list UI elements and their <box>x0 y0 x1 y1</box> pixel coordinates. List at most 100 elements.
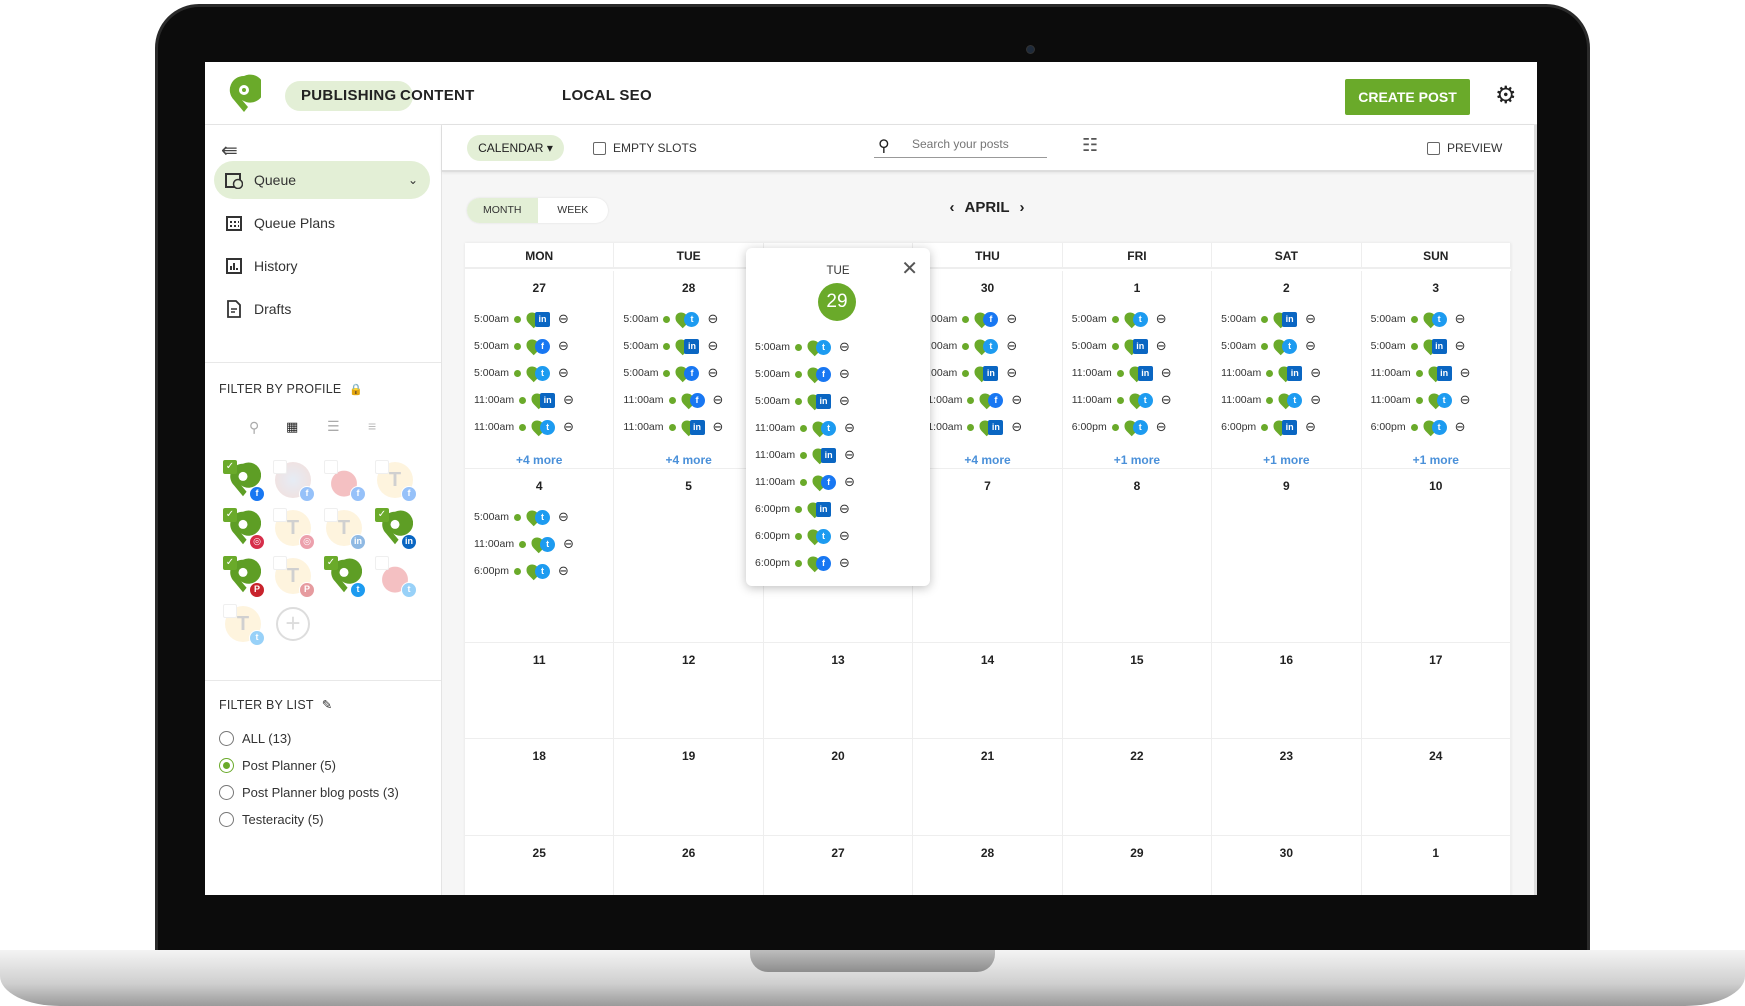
link-icon[interactable]: ⊖ <box>1006 365 1018 380</box>
link-icon[interactable]: ⊖ <box>1155 311 1167 326</box>
post-item[interactable]: 11:00am f ⊖ <box>623 390 723 410</box>
preview-checkbox[interactable]: PREVIEW <box>1427 141 1502 155</box>
post-item[interactable]: 5:00am f ⊖ <box>755 364 850 384</box>
link-icon[interactable]: ⊖ <box>1305 311 1317 326</box>
radio-button[interactable] <box>219 731 234 746</box>
more-posts-link[interactable]: +4 more <box>665 453 712 467</box>
calendar-day-cell[interactable]: 18 <box>465 739 615 836</box>
calendar-day-cell[interactable]: 5 <box>614 469 764 643</box>
post-item[interactable]: 5:00am f ⊖ <box>623 363 718 383</box>
sidebar-item-history[interactable]: History <box>214 247 430 285</box>
link-icon[interactable]: ⊖ <box>1454 311 1466 326</box>
post-item[interactable]: 11:00am f ⊖ <box>755 472 855 492</box>
post-item[interactable]: 11:00am t ⊖ <box>1371 390 1471 410</box>
link-icon[interactable]: ⊖ <box>1459 392 1471 407</box>
post-item[interactable]: 11:00am in ⊖ <box>474 390 574 410</box>
post-item[interactable]: 5:00am f ⊖ <box>474 336 569 356</box>
link-icon[interactable]: ⊖ <box>839 339 850 354</box>
calendar-day-cell[interactable]: 19 <box>614 739 764 836</box>
profile-checkbox[interactable]: ✓ <box>324 556 338 570</box>
profile-checkbox[interactable]: ✓ <box>223 508 237 522</box>
link-icon[interactable]: ⊖ <box>1011 392 1023 407</box>
link-icon[interactable]: ⊖ <box>712 419 724 434</box>
checkbox[interactable] <box>1427 141 1440 155</box>
profile-checkbox[interactable]: ✓ <box>223 460 237 474</box>
link-icon[interactable]: ⊖ <box>1454 338 1466 353</box>
post-item[interactable]: 6:00pm t ⊖ <box>474 561 569 581</box>
post-item[interactable]: 5:00am in ⊖ <box>1371 336 1466 356</box>
calendar-day-cell[interactable]: 20 <box>763 739 914 836</box>
profile-avatar[interactable]: ✓ t <box>324 556 366 598</box>
profile-avatar[interactable]: ✓ ◎ <box>223 508 265 550</box>
link-icon[interactable]: ⊖ <box>1006 338 1018 353</box>
more-posts-link[interactable]: +1 more <box>1113 453 1161 467</box>
calendar-day-cell[interactable]: 11 <box>465 643 615 739</box>
calendar-day-cell[interactable]: 28 5:00am t ⊖ 5:00am in ⊖ 5:00am f ⊖ 11:00am f ⊖ 11:0… <box>614 271 764 469</box>
profile-checkbox[interactable] <box>324 508 338 522</box>
profile-avatar[interactable]: f <box>324 460 366 502</box>
post-item[interactable]: 5:00am t ⊖ <box>1221 336 1316 356</box>
link-icon[interactable]: ⊖ <box>839 366 850 381</box>
view-dropdown[interactable]: CALENDAR ▾ <box>467 135 564 161</box>
calendar-day-cell[interactable]: 22 <box>1062 739 1213 836</box>
link-icon[interactable]: ⊖ <box>1310 365 1322 380</box>
post-item[interactable]: 11:00am in ⊖ <box>623 417 724 437</box>
grid-view-icon[interactable]: ▦ <box>286 419 299 434</box>
post-item[interactable]: 5:00am f ⊖ <box>922 309 1017 329</box>
chevron-left-icon[interactable]: ‹ <box>949 199 955 216</box>
pencil-icon[interactable]: ✎ <box>321 698 333 712</box>
calendar-day-cell[interactable]: 10 <box>1361 469 1511 643</box>
tab-publishing[interactable]: PUBLISHING <box>285 81 413 111</box>
post-item[interactable]: 5:00am t ⊖ <box>1072 309 1167 329</box>
profile-checkbox[interactable] <box>324 460 338 474</box>
scrollbar[interactable] <box>1534 125 1537 895</box>
calendar-day-cell[interactable]: 27 <box>764 836 914 895</box>
link-icon[interactable]: ⊖ <box>1459 365 1471 380</box>
profile-checkbox[interactable] <box>273 460 287 474</box>
calendar-day-cell[interactable]: 7 <box>913 469 1063 643</box>
more-posts-link[interactable]: +1 more <box>1263 453 1310 467</box>
link-icon[interactable]: ⊖ <box>839 528 850 543</box>
list-radio[interactable]: ALL (13) <box>219 731 291 746</box>
link-icon[interactable]: ⊖ <box>1160 365 1172 380</box>
link-icon[interactable]: ⊖ <box>563 419 574 434</box>
post-item[interactable]: 11:00am t ⊖ <box>474 417 574 437</box>
link-icon[interactable]: ⊖ <box>558 563 569 578</box>
sidebar-item-drafts[interactable]: Drafts <box>214 290 430 328</box>
link-icon[interactable]: ⊖ <box>1011 419 1023 434</box>
profile-checkbox[interactable] <box>375 460 389 474</box>
post-item[interactable]: 11:00am in ⊖ <box>922 417 1023 437</box>
post-item[interactable]: 11:00am f ⊖ <box>922 390 1023 410</box>
calendar-day-cell[interactable]: 15 <box>1062 643 1213 739</box>
post-item[interactable]: 5:00am in ⊖ <box>1072 336 1167 356</box>
calendar-day-cell[interactable]: 4 5:00am t ⊖ 11:00am t ⊖ 6:00pm t ⊖ <box>465 469 615 643</box>
calendar-day-cell[interactable]: 24 <box>1361 739 1511 836</box>
checkbox[interactable] <box>593 141 606 155</box>
calendar-day-cell[interactable]: 17 <box>1361 643 1511 739</box>
chevron-right-icon[interactable]: › <box>1019 199 1025 216</box>
list-radio[interactable]: Testeracity (5) <box>219 812 324 827</box>
post-item[interactable]: 5:00am t ⊖ <box>1371 309 1466 329</box>
link-icon[interactable]: ⊖ <box>558 338 569 353</box>
radio-button[interactable] <box>219 812 234 827</box>
link-icon[interactable]: ⊖ <box>563 392 574 407</box>
profile-avatar[interactable]: ✓ f <box>223 460 265 502</box>
empty-slots-checkbox[interactable]: EMPTY SLOTS <box>593 141 697 155</box>
post-item[interactable]: 11:00am t ⊖ <box>755 418 855 438</box>
link-icon[interactable]: ⊖ <box>844 420 855 435</box>
link-icon[interactable]: ⊖ <box>558 365 569 380</box>
radio-button[interactable] <box>219 758 234 773</box>
link-icon[interactable]: ⊖ <box>558 509 569 524</box>
chevron-down-icon[interactable]: ⌄ <box>407 173 418 187</box>
profile-avatar[interactable]: ✓ P <box>223 556 265 598</box>
post-item[interactable]: 11:00am in ⊖ <box>1072 363 1172 383</box>
post-item[interactable]: 6:00pm in ⊖ <box>755 499 850 519</box>
filter-sliders-icon[interactable]: ☷ <box>1082 135 1099 155</box>
calendar-day-cell[interactable]: 1 <box>1362 836 1511 895</box>
calendar-day-cell[interactable]: 28 <box>913 836 1063 895</box>
close-icon[interactable]: ✕ <box>901 258 918 280</box>
link-icon[interactable]: ⊖ <box>1155 419 1167 434</box>
